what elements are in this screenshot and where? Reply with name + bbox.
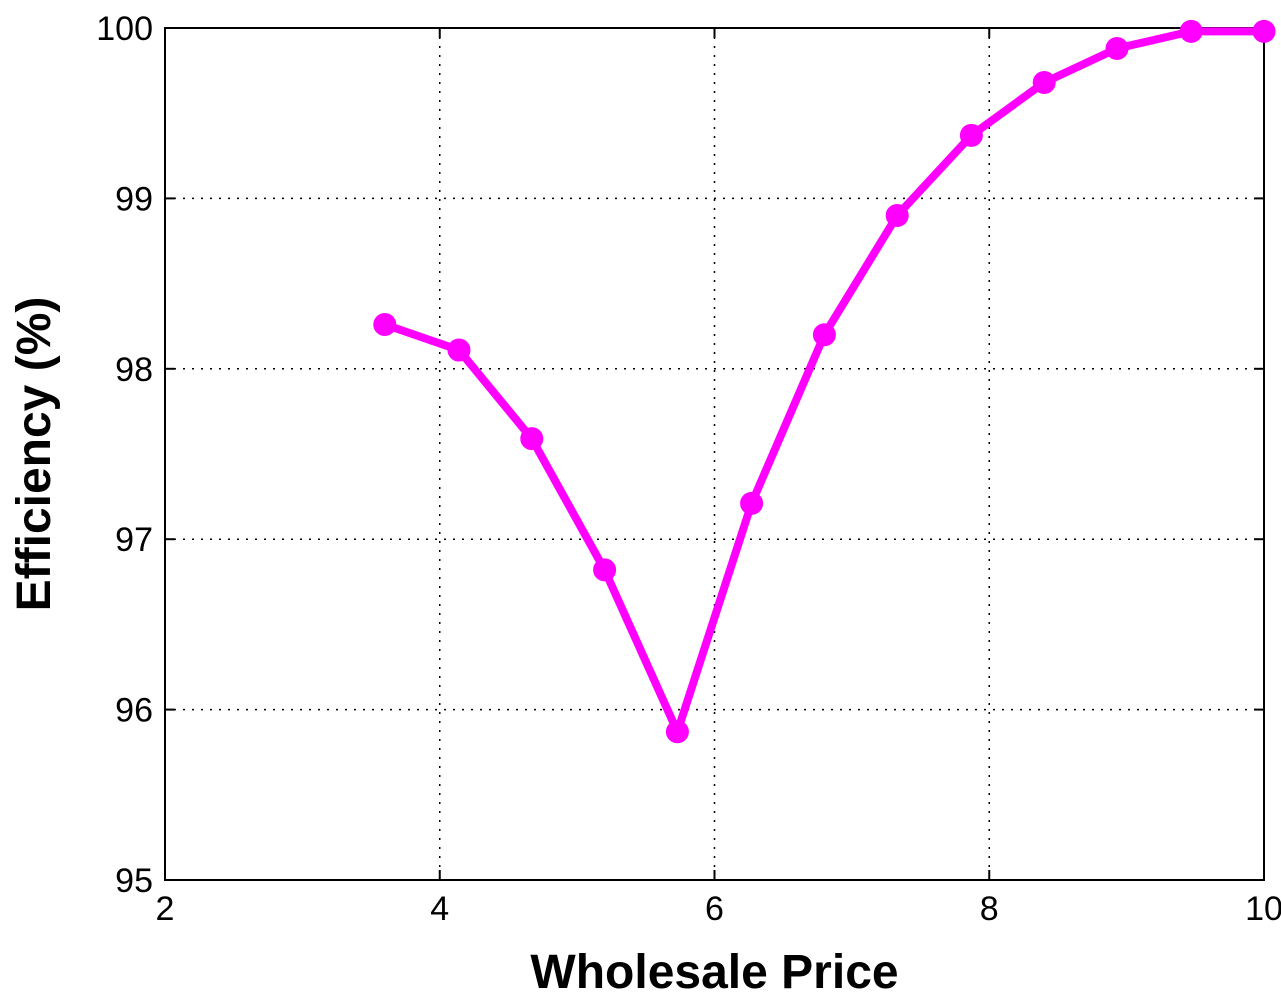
data-point <box>1105 36 1129 60</box>
data-series <box>373 19 1276 744</box>
axis-ticks: 2 4 6 8 10 95 96 97 98 99 100 <box>96 10 1281 928</box>
y-tick-label: 95 <box>115 862 153 900</box>
data-point <box>1252 19 1276 43</box>
x-tick-label: 10 <box>1245 890 1281 928</box>
data-point <box>885 203 909 227</box>
y-tick-label: 97 <box>115 521 153 559</box>
data-point <box>740 491 764 515</box>
data-point <box>520 427 544 451</box>
grid-lines <box>165 28 1264 880</box>
y-tick-label: 96 <box>115 692 153 730</box>
y-tick-label: 98 <box>115 351 153 389</box>
x-tick-label: 8 <box>980 890 999 928</box>
series-line <box>380 27 1268 736</box>
y-tick-label: 99 <box>115 180 153 218</box>
data-point <box>959 123 983 147</box>
data-point <box>812 323 836 347</box>
y-axis-title: Efficiency (%) <box>8 297 61 612</box>
x-axis-title: Wholesale Price <box>530 946 898 999</box>
data-point <box>593 558 617 582</box>
x-tick-label: 4 <box>430 890 449 928</box>
y-tick-label: 100 <box>96 10 153 48</box>
data-point <box>1179 19 1203 43</box>
data-point <box>665 720 689 744</box>
data-point <box>1032 71 1056 95</box>
x-tick-label: 6 <box>705 890 724 928</box>
x-tick-label: 2 <box>156 890 175 928</box>
data-point <box>447 338 471 362</box>
data-point <box>373 312 397 336</box>
